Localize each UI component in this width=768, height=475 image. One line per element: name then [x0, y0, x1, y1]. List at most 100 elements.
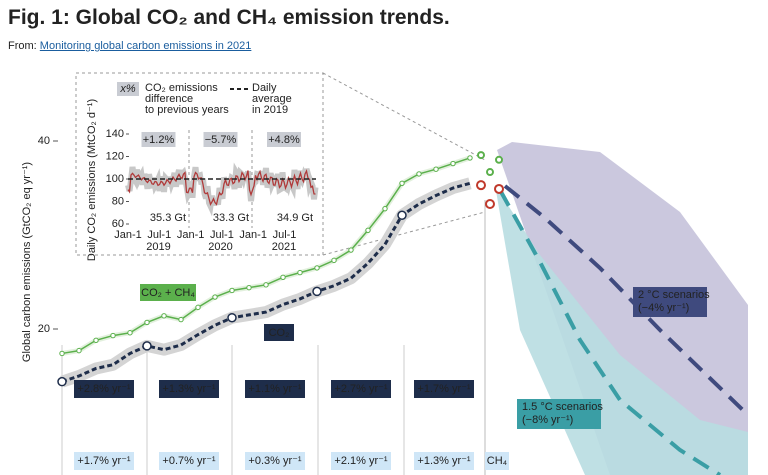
change-box	[267, 132, 301, 147]
month-label: Jan-1	[177, 229, 205, 241]
point	[280, 274, 286, 280]
growth-box	[245, 452, 305, 470]
change-label: −5.7%	[205, 134, 237, 146]
legend-text: difference	[145, 93, 193, 105]
series-label-box	[264, 324, 294, 341]
daily-range	[125, 162, 319, 217]
recent-point	[485, 198, 495, 209]
y-tick-label: 20	[38, 323, 50, 335]
year-label: 2020	[208, 241, 232, 253]
point	[93, 337, 99, 343]
point	[467, 155, 473, 161]
recent-point	[486, 168, 494, 177]
month-label: Jul-1	[273, 229, 297, 241]
point	[263, 282, 269, 288]
inset-frame	[75, 72, 324, 256]
point	[246, 284, 252, 291]
inset-y-tick-label: 120	[106, 150, 124, 162]
month-label: Jan-1	[239, 229, 267, 241]
inset-y-tick-label: 100	[106, 173, 124, 185]
y-axis-title: Global carbon emissions (GtCO₂ eq yr⁻¹)	[21, 162, 33, 362]
legend-swatch	[117, 82, 139, 96]
point	[195, 304, 201, 311]
point	[59, 350, 65, 357]
point	[76, 347, 82, 354]
source-link[interactable]: Monitoring global carbon emissions in 20…	[39, 40, 252, 52]
recent-point	[477, 151, 485, 160]
inset-y-title: Daily CO₂ emissions (MtCO₂ d⁻¹)	[86, 99, 98, 261]
point	[178, 316, 184, 323]
scenario-label: (−8% yr⁻¹)	[522, 414, 573, 426]
growth-label: +1.3% yr⁻¹	[162, 383, 216, 395]
total-label: 35.3 Gt	[150, 212, 186, 224]
main-plot: 20 40 Global carbon emissions (GtCO₂ eq yr…	[21, 135, 710, 475]
inset-y-tick-label: 80	[112, 195, 124, 207]
zoom-connector	[322, 211, 486, 256]
point	[399, 180, 405, 187]
scenario-box	[517, 399, 601, 429]
point	[450, 160, 456, 167]
point	[144, 319, 150, 326]
growth-label: +1.3% yr⁻¹	[417, 455, 471, 467]
legend-text: Daily	[252, 82, 277, 94]
legend-text: in 2019	[252, 104, 288, 116]
change-box	[203, 132, 238, 147]
recent-point	[476, 180, 486, 191]
growth-box	[159, 380, 219, 398]
scenario-band-2c	[497, 142, 748, 475]
legend-text: average	[252, 93, 292, 105]
growth-label: +2.8% yr⁻¹	[77, 383, 131, 395]
y-tick-label: 40	[38, 135, 50, 147]
point	[331, 257, 337, 264]
growth-label: +2.1% yr⁻¹	[334, 455, 388, 467]
growth-label: +1.1% yr⁻¹	[248, 383, 302, 395]
point	[229, 287, 235, 294]
point	[433, 166, 439, 172]
series-label-box	[140, 284, 196, 301]
ch4-box	[485, 452, 509, 470]
inset-y-tick-label: 140	[106, 128, 124, 140]
growth-label: +2.7% yr⁻¹	[334, 383, 388, 395]
point	[348, 247, 354, 253]
series-label: CO₂	[269, 327, 290, 339]
source-line: From: Monitoring global carbon emissions…	[8, 40, 251, 52]
point	[227, 312, 237, 323]
legend-pct: x%	[119, 83, 136, 95]
growth-box	[414, 380, 474, 398]
ch4-label: CH₄	[487, 455, 508, 467]
growth-label: +0.7% yr⁻¹	[162, 455, 216, 467]
growth-box	[74, 452, 134, 470]
point	[161, 313, 167, 319]
recent-point	[494, 183, 504, 194]
growth-label: +1.7% yr⁻¹	[417, 383, 471, 395]
point	[57, 376, 67, 387]
figure-title: Fig. 1: Global CO₂ and CH₄ emission tren…	[8, 6, 450, 29]
legend-text: CO₂ emissions	[145, 82, 218, 94]
point	[314, 265, 320, 271]
total-label: 33.3 Gt	[213, 212, 249, 224]
month-label: Jan-1	[114, 229, 142, 241]
growth-label: +0.3% yr⁻¹	[248, 455, 302, 467]
scenario-median-15c	[498, 189, 722, 475]
month-label: Jul-1	[210, 229, 234, 241]
change-label: +4.8%	[268, 134, 300, 146]
scenario-median-2c	[503, 184, 750, 417]
point	[365, 227, 371, 234]
growth-box	[159, 452, 219, 470]
growth-label: +1.7% yr⁻¹	[77, 455, 131, 467]
legend-text: to previous years	[145, 104, 229, 116]
growth-box	[245, 380, 305, 398]
year-label: 2019	[146, 241, 170, 253]
inset-y-tick-label: 60	[112, 218, 124, 230]
from-label: From:	[8, 40, 37, 52]
scenario-label: (−4% yr⁻¹)	[638, 302, 689, 314]
point	[212, 294, 218, 300]
recent-point	[495, 155, 503, 164]
total-label: 34.9 Gt	[277, 212, 313, 224]
point	[382, 205, 388, 212]
daily-curve	[127, 169, 316, 207]
year-label: 2021	[272, 241, 296, 253]
growth-box	[414, 452, 474, 470]
